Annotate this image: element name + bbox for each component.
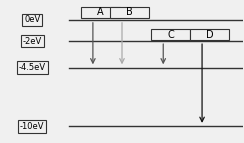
Text: A: A xyxy=(97,7,103,17)
Text: B: B xyxy=(126,7,133,17)
Text: 0eV: 0eV xyxy=(24,15,40,24)
FancyBboxPatch shape xyxy=(110,7,149,18)
FancyBboxPatch shape xyxy=(151,29,190,40)
Text: C: C xyxy=(167,30,174,40)
Text: -4.5eV: -4.5eV xyxy=(19,63,46,72)
Text: -2eV: -2eV xyxy=(23,37,42,46)
Text: D: D xyxy=(205,30,213,40)
Text: -10eV: -10eV xyxy=(20,122,44,131)
FancyBboxPatch shape xyxy=(81,7,120,18)
FancyBboxPatch shape xyxy=(190,29,229,40)
